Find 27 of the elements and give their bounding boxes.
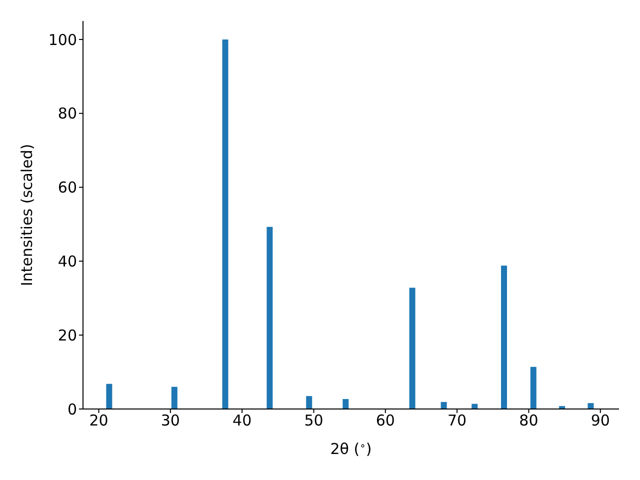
bar	[171, 386, 178, 409]
x-axis-title: 2θ ($^{∘}$)	[330, 440, 372, 458]
x-tick-label: 50	[304, 412, 324, 430]
bar	[342, 399, 349, 409]
y-tick-label: 20	[58, 326, 77, 344]
x-tick-label: 90	[590, 412, 610, 430]
bar	[440, 402, 447, 409]
y-tick-label: 80	[58, 104, 77, 123]
bar	[266, 226, 273, 409]
y-tick-label: 100	[48, 30, 77, 49]
bar	[530, 366, 536, 409]
x-tick-label: 60	[376, 412, 395, 430]
x-tick-label: 20	[89, 412, 108, 430]
bar	[306, 396, 312, 409]
x-tick-label: 30	[160, 412, 180, 430]
y-axis-title: Intensities (scaled)	[18, 144, 36, 286]
x-tick-label: 80	[519, 412, 538, 430]
bar	[588, 403, 594, 409]
bar	[222, 39, 228, 409]
bar	[409, 288, 416, 409]
x-tick-label: 40	[232, 412, 252, 430]
y-tick-label: 40	[58, 252, 77, 271]
y-tick-label: 60	[58, 178, 77, 197]
x-tick-label: 70	[448, 412, 467, 430]
y-tick-label: 0	[67, 400, 77, 418]
bar	[106, 384, 112, 409]
bar	[501, 266, 508, 409]
